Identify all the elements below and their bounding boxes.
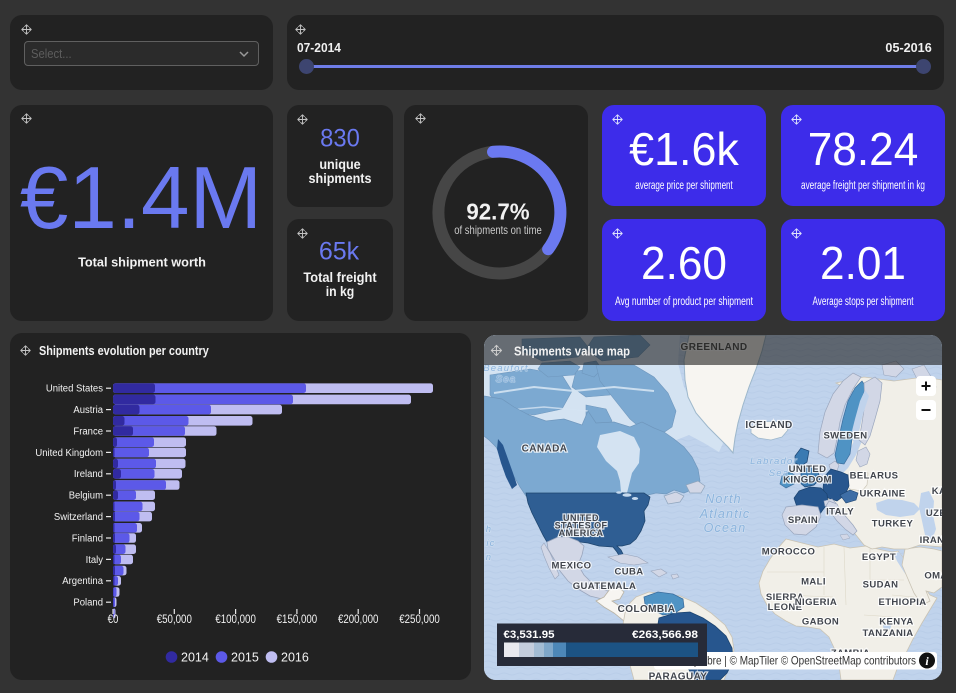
svg-text:AMERICA: AMERICA [559, 528, 604, 538]
svg-text:EGYPT: EGYPT [862, 552, 896, 563]
svg-text:n: n [486, 552, 492, 563]
svg-text:Belgium: Belgium [69, 491, 103, 502]
svg-text:IRAN: IRAN [920, 535, 942, 546]
svg-text:SUDAN: SUDAN [863, 580, 899, 591]
svg-text:PARAGUAY: PARAGUAY [649, 672, 708, 681]
svg-text:2015: 2015 [231, 650, 259, 664]
svg-text:OMA: OMA [924, 571, 942, 582]
svg-text:Austria: Austria [73, 405, 103, 416]
svg-text:i: i [925, 654, 929, 668]
svg-text:MALI: MALI [801, 577, 826, 588]
svg-text:€200,000: €200,000 [338, 614, 379, 626]
svg-text:MEXICO: MEXICO [552, 561, 592, 572]
svg-text:Argentina: Argentina [62, 576, 103, 587]
svg-text:France: France [73, 426, 103, 437]
svg-text:United States: United States [46, 384, 103, 395]
svg-text:UKRAINE: UKRAINE [859, 489, 905, 500]
svg-text:KENYA: KENYA [879, 617, 913, 628]
svg-text:2016: 2016 [281, 650, 309, 664]
svg-text:KINGDOM: KINGDOM [783, 475, 832, 486]
svg-text:Labrador: Labrador [750, 456, 798, 467]
svg-text:€3,531.95: €3,531.95 [504, 629, 555, 641]
svg-text:BELARUS: BELARUS [850, 471, 899, 482]
svg-text:MOROCCO: MOROCCO [762, 547, 815, 558]
svg-text:LEONE: LEONE [768, 602, 803, 613]
svg-text:SWEDEN: SWEDEN [823, 431, 867, 442]
svg-text:TURKEY: TURKEY [872, 519, 914, 530]
svg-text:COLOMBIA: COLOMBIA [618, 604, 676, 615]
svg-text:Switzerland: Switzerland [54, 512, 103, 523]
svg-text:€263,566.98: €263,566.98 [632, 629, 698, 641]
svg-text:h: h [486, 524, 492, 535]
svg-text:€50,000: €50,000 [157, 614, 192, 626]
svg-text:CANADA: CANADA [522, 444, 568, 455]
svg-text:GUATEMALA: GUATEMALA [573, 581, 637, 592]
svg-text:Atlantic: Atlantic [699, 507, 751, 521]
svg-text:€150,000: €150,000 [277, 614, 318, 626]
svg-text:€250,000: €250,000 [399, 614, 440, 626]
svg-text:TANZANIA: TANZANIA [862, 628, 913, 639]
svg-text:€100,000: €100,000 [215, 614, 256, 626]
svg-text:Sea: Sea [496, 374, 517, 385]
svg-text:North: North [705, 492, 742, 506]
svg-text:ITALY: ITALY [826, 507, 854, 518]
svg-text:Beaufort: Beaufort [484, 363, 529, 374]
svg-text:NIGERIA: NIGERIA [795, 597, 837, 608]
svg-text:Italy: Italy [86, 555, 103, 566]
svg-text:Sea: Sea [769, 468, 790, 479]
svg-text:ICELAND: ICELAND [745, 420, 792, 431]
svg-text:MapLibre | © MapTiler © OpenSt: MapLibre | © MapTiler © OpenStreetMap co… [680, 654, 916, 668]
svg-text:SIERRA: SIERRA [766, 592, 804, 603]
svg-text:STATES OF: STATES OF [555, 521, 608, 531]
svg-text:GABON: GABON [802, 617, 839, 628]
svg-text:Poland: Poland [73, 598, 103, 609]
svg-text:Ireland: Ireland [74, 469, 103, 480]
svg-text:Shipments value map: Shipments value map [514, 345, 630, 359]
svg-text:€0: €0 [108, 614, 119, 626]
svg-text:KA: KA [932, 486, 942, 497]
svg-text:UNITED: UNITED [563, 513, 599, 523]
svg-text:CUBA: CUBA [614, 567, 643, 578]
svg-text:Ocean: Ocean [704, 521, 747, 535]
svg-text:2014: 2014 [181, 650, 209, 664]
svg-text:Finland: Finland [72, 533, 103, 544]
svg-text:ETHIOPIA: ETHIOPIA [878, 597, 926, 608]
svg-text:SPAIN: SPAIN [788, 515, 818, 526]
svg-text:ic: ic [486, 538, 495, 549]
svg-text:UNITED: UNITED [789, 464, 827, 475]
svg-text:UZE: UZE [926, 508, 942, 519]
svg-text:United Kingdom: United Kingdom [35, 448, 103, 459]
